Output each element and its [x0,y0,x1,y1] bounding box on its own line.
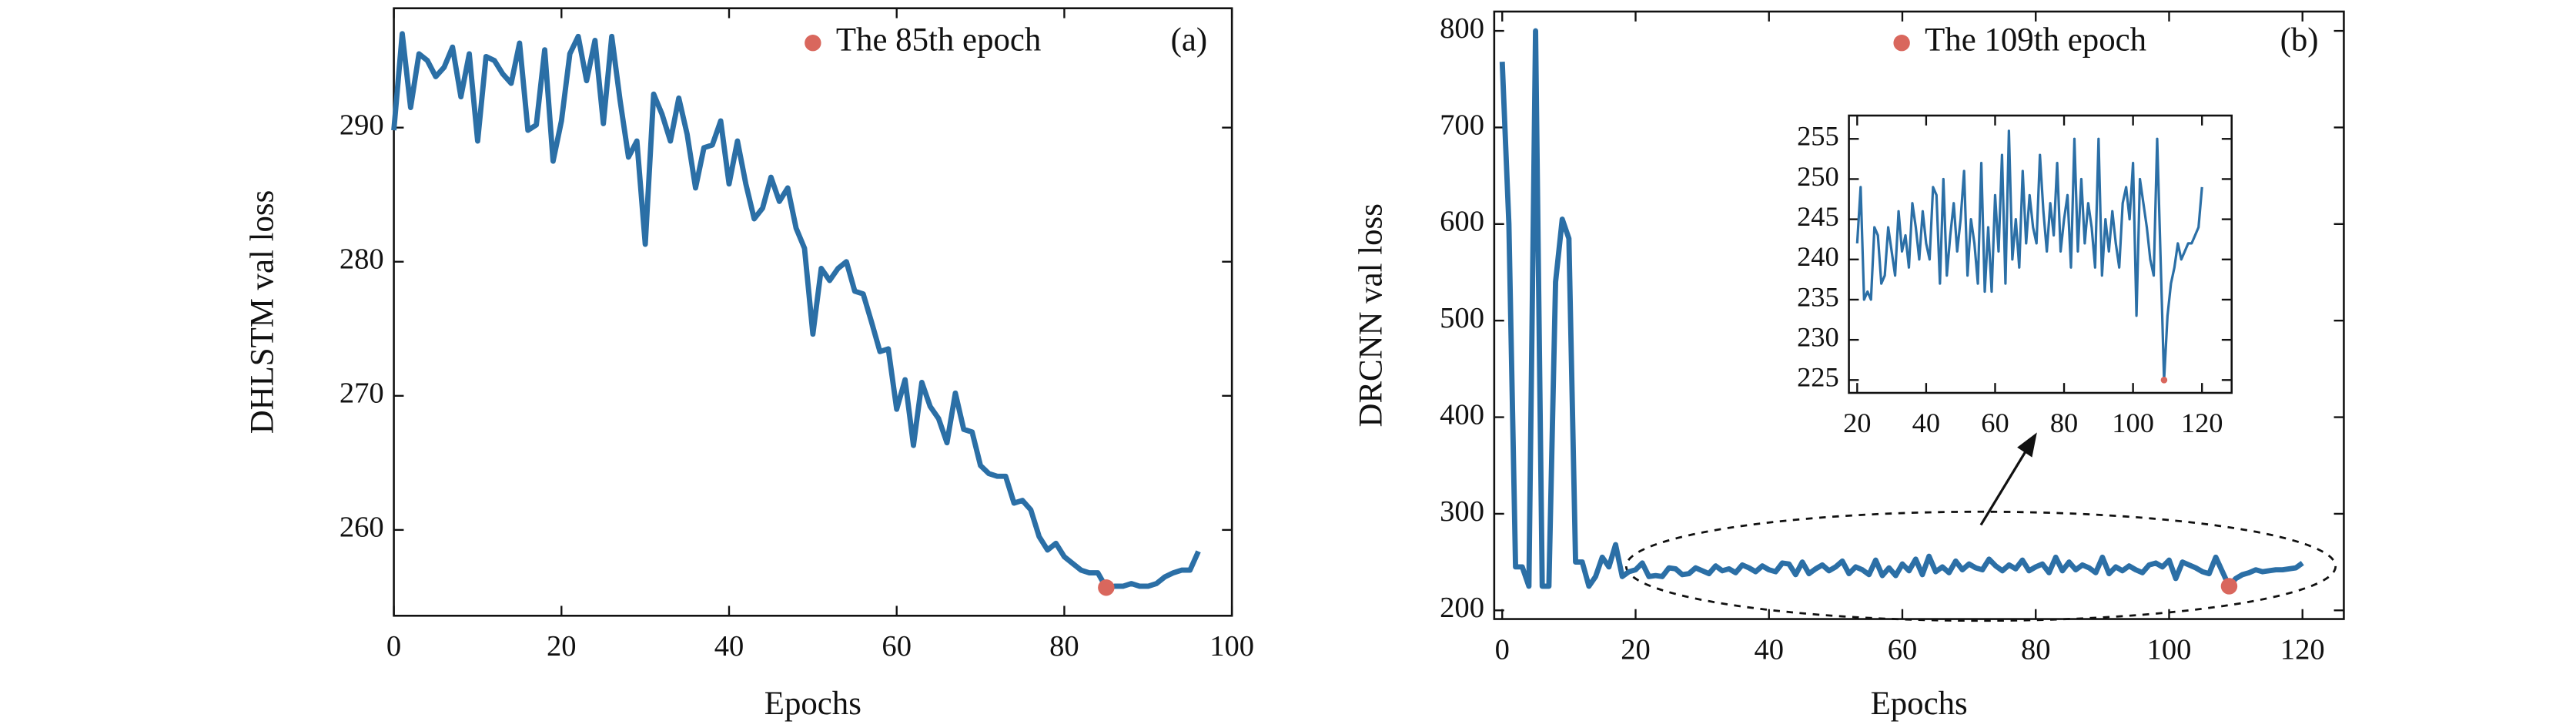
y-tick-label: 400 [1440,398,1484,431]
x-tick-label: 100 [1209,630,1254,663]
legend-marker [1893,35,1910,52]
plot-area [1848,114,2233,394]
x-tick-label: 100 [2147,633,2192,666]
x-tick-label: 40 [714,630,744,663]
x-tick-label: 80 [2050,408,2078,438]
highlight-point [2220,578,2238,595]
y-tick-label: 300 [1440,495,1484,528]
y-tick-label: 225 [1797,362,1839,393]
zoom-ellipse [1624,510,2337,622]
y-tick-label: 240 [1797,241,1839,272]
highlight-point [2160,377,2168,384]
y-tick-label: 270 [340,377,384,410]
x-tick-label: 60 [1981,408,2009,438]
legend-label: The 85th epoch [836,22,1042,59]
x-tick-label: 80 [2021,633,2051,666]
x-tick-label: 80 [1049,630,1079,663]
x-tick-label: 100 [2112,408,2154,438]
highlight-point [1098,579,1115,596]
x-tick-label: 20 [547,630,577,663]
y-tick-label: 800 [1440,12,1484,45]
legend-marker [805,35,821,52]
x-tick-label: 60 [1888,633,1918,666]
y-tick-label: 255 [1797,121,1839,152]
x-tick-label: 0 [386,630,401,663]
y-axis-label: DHLSTM val loss [244,190,280,434]
x-tick-label: 120 [2280,633,2325,666]
x-tick-label: 40 [1754,633,1784,666]
y-tick-label: 200 [1440,592,1484,624]
y-tick-label: 500 [1440,302,1484,334]
panel-label: (b) [2280,22,2319,59]
x-tick-label: 20 [1621,633,1651,666]
x-tick-label: 60 [882,630,912,663]
y-axis-label: DRCNN val loss [1353,203,1389,427]
panel-label: (a) [1171,22,1208,59]
zoom-arrowhead [2017,432,2037,458]
x-tick-label: 0 [1495,633,1510,666]
plot-area [1493,10,2345,620]
data-line [1855,129,2203,381]
x-tick-label: 120 [2181,408,2223,438]
data-line [391,31,1201,591]
y-tick-label: 245 [1797,201,1839,232]
x-tick-label: 40 [1912,408,1940,438]
y-tick-label: 290 [340,109,384,141]
y-tick-label: 700 [1440,109,1484,141]
y-tick-label: 230 [1797,321,1839,352]
x-tick-label: 20 [1843,408,1871,438]
y-tick-label: 260 [340,512,384,544]
y-tick-label: 235 [1797,281,1839,312]
y-tick-label: 600 [1440,206,1484,238]
y-tick-label: 250 [1797,161,1839,192]
zoom-arrow [1979,448,2029,526]
y-tick-label: 280 [340,243,384,276]
legend-label: The 109th epoch [1925,22,2146,59]
x-axis-label: Epochs [764,686,861,722]
data-line [1499,28,2304,589]
x-axis-label: Epochs [1871,686,1968,722]
plot-area [393,7,1233,617]
